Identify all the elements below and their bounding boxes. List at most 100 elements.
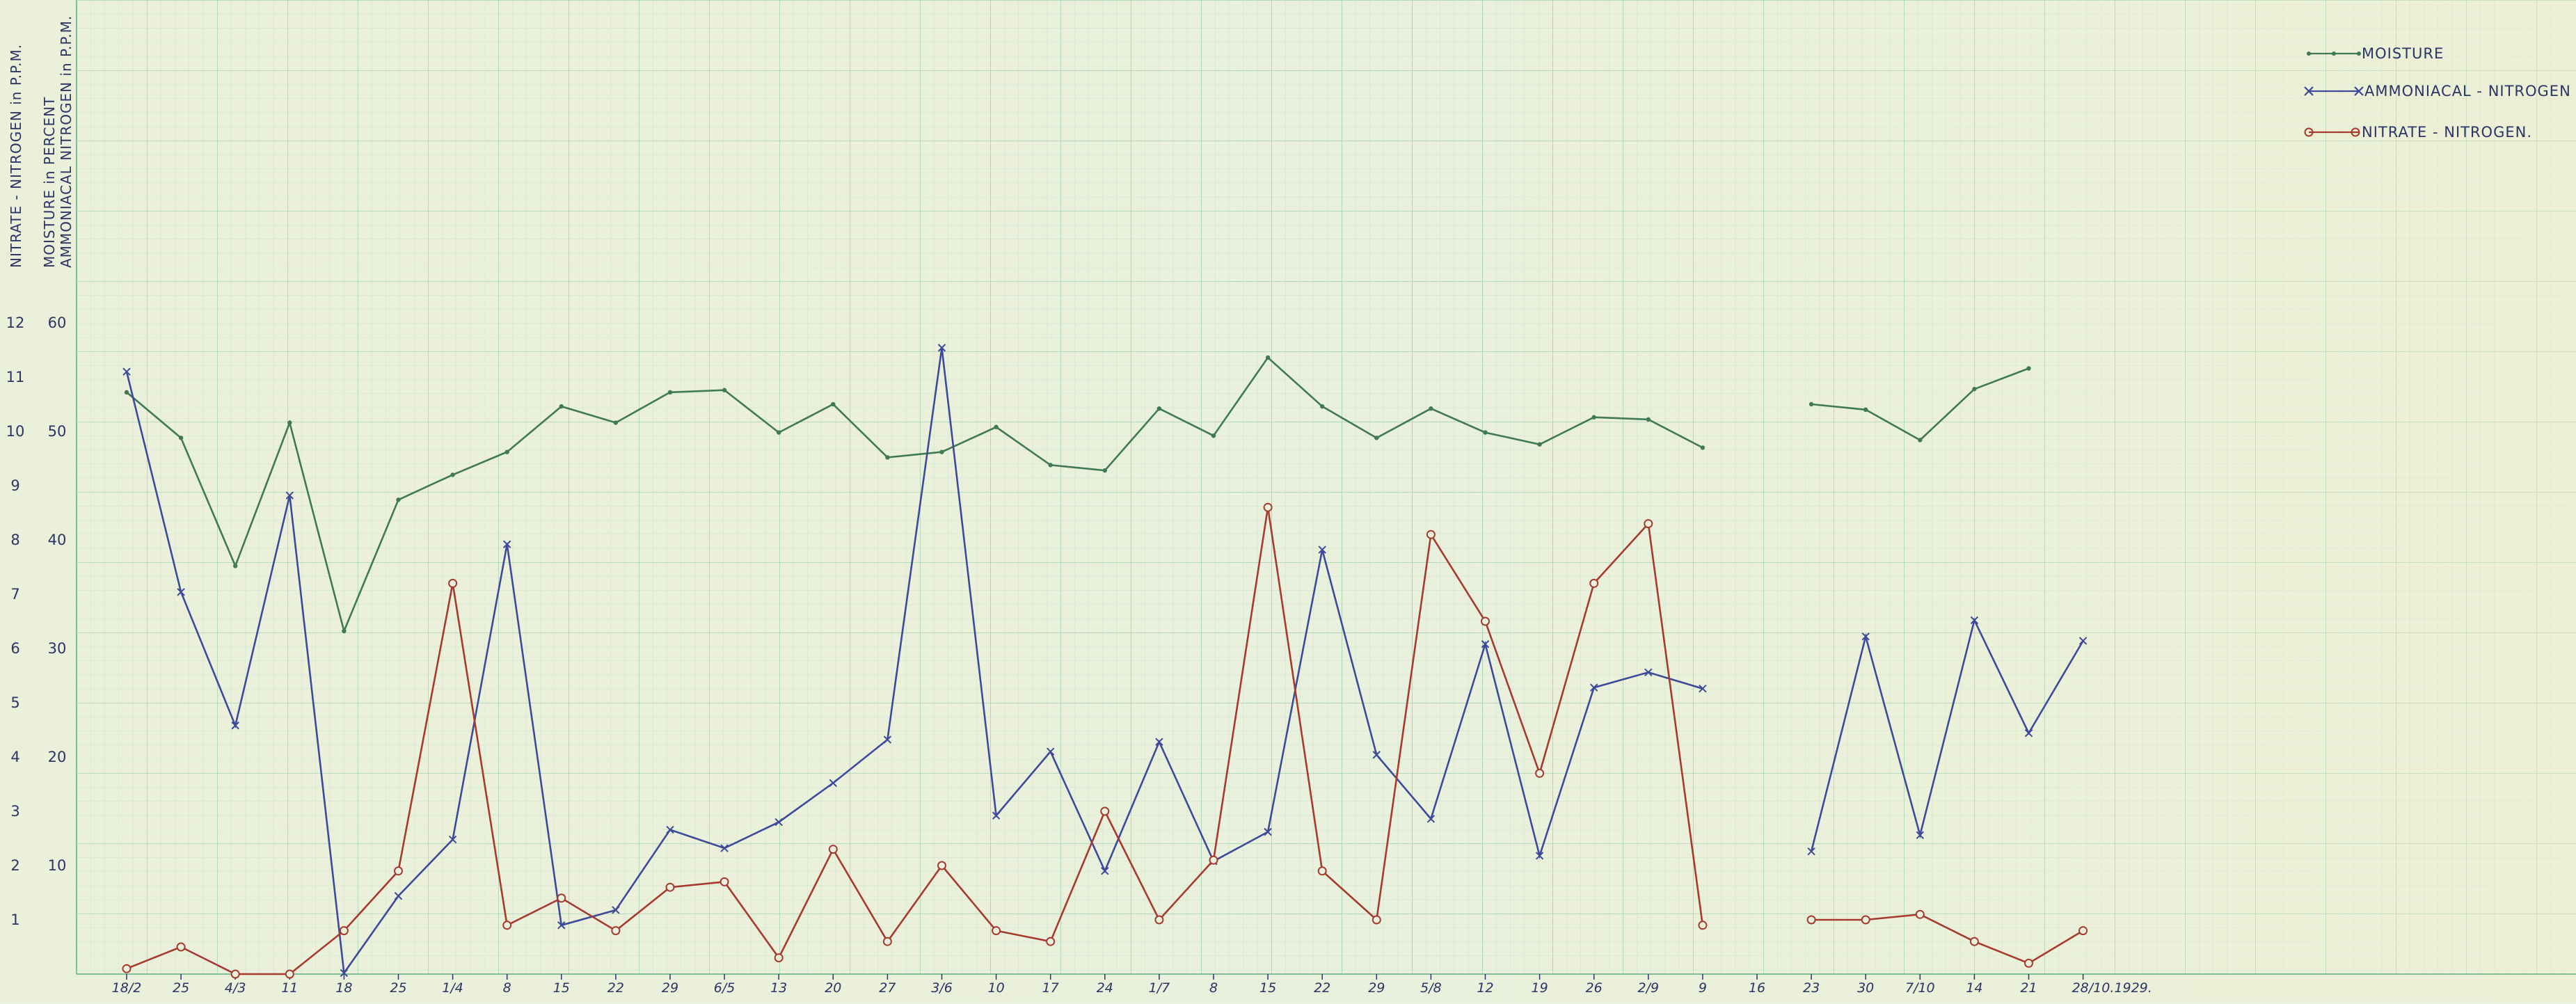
point-nitrate — [882, 937, 892, 946]
x-tick-label: 22 — [607, 980, 624, 996]
x-tick-label: 9 — [1699, 980, 1707, 996]
point-moisture — [1156, 406, 1162, 411]
x-tick-label: 7/10 — [1905, 980, 1935, 996]
point-nitrate — [1481, 616, 1490, 626]
point-moisture — [1320, 404, 1325, 409]
point-nitrate — [611, 926, 621, 936]
point-nitrate — [1915, 909, 1925, 919]
point-nitrate — [992, 926, 1001, 936]
point-moisture — [1808, 401, 1814, 407]
x-tick-label: 24 — [1097, 980, 1113, 996]
point-ammonia — [448, 835, 457, 844]
x-tick-label: 23 — [1803, 980, 1820, 996]
point-ammonia — [1535, 852, 1544, 860]
point-moisture — [1918, 438, 1923, 443]
point-ammonia — [1807, 847, 1815, 856]
point-moisture — [939, 449, 944, 454]
point-ammonia — [1318, 545, 1326, 554]
moisture-tick-label: 30 — [48, 640, 67, 657]
legend-label-ammonia: AMMONIACAL - NITROGEN — [2364, 83, 2571, 99]
point-nitrate — [1046, 937, 1056, 946]
point-moisture — [1265, 355, 1271, 360]
point-ammonia — [1426, 815, 1436, 823]
nitrate-tick-label: 11 — [6, 369, 25, 385]
point-nitrate — [1589, 578, 1599, 588]
point-nitrate — [285, 969, 294, 979]
point-ammonia — [612, 906, 620, 914]
x-tick-label: 15 — [553, 980, 570, 996]
x-tick-label: 25 — [173, 980, 189, 996]
point-ammonia — [1970, 616, 1979, 625]
point-nitrate — [557, 893, 566, 903]
point-nitrate — [1426, 529, 1436, 539]
point-ammonia — [122, 367, 131, 376]
point-moisture — [1374, 436, 1379, 440]
point-moisture — [1591, 415, 1596, 420]
point-ammonia — [829, 779, 838, 788]
x-tick-label: 27 — [879, 980, 896, 996]
moisture-tick-label: 40 — [48, 532, 67, 548]
nitrate-tick-label: 10 — [6, 423, 25, 440]
point-ammonia — [2078, 637, 2088, 645]
point-moisture — [1972, 386, 1977, 392]
x-tick-label: 25 — [390, 980, 406, 996]
point-moisture — [777, 430, 781, 435]
point-moisture — [342, 628, 347, 634]
point-moisture — [1102, 468, 1108, 473]
point-ammonia — [720, 844, 729, 852]
point-ammonia — [1101, 867, 1109, 875]
point-moisture — [287, 420, 292, 425]
point-moisture — [1646, 417, 1651, 422]
x-axis-ticks: 18/2 25 4/3 11 18 25 1/4 8 15 22 29 6/5 13 20 27 3/6 10 1… — [112, 974, 2152, 996]
point-nitrate — [719, 877, 729, 886]
point-moisture — [1048, 463, 1053, 468]
x-tick-label: 14 — [1966, 980, 1982, 996]
point-ammonia — [992, 811, 1001, 820]
point-moisture — [722, 388, 727, 392]
x-tick-label: 3/6 — [931, 980, 953, 996]
series-line-nitrate — [126, 507, 1704, 975]
point-ammonia — [1699, 685, 1707, 693]
x-tick-label: 15 — [1259, 980, 1276, 996]
point-ammonia — [774, 818, 783, 827]
point-ammonia — [1916, 831, 1925, 840]
point-ammonia — [937, 344, 946, 352]
point-moisture — [667, 390, 673, 395]
legend: MOISTURE AMMONIACAL - NITROGEN NITRATE -… — [2304, 45, 2571, 141]
point-nitrate — [1263, 502, 1273, 512]
point-ammonia — [340, 969, 349, 978]
point-moisture — [233, 564, 238, 568]
point-ammonia — [394, 891, 403, 900]
moisture-tick-label: 10 — [48, 857, 67, 874]
moisture-tick-label: 20 — [48, 749, 67, 765]
point-nitrate — [122, 964, 132, 973]
point-nitrate — [937, 861, 946, 870]
point-nitrate — [1806, 915, 1816, 925]
x-tick-label: 2/9 — [1638, 980, 1660, 996]
x-tick-label: 22 — [1314, 980, 1330, 996]
point-moisture — [1863, 407, 1868, 412]
point-ammonia — [557, 921, 566, 930]
x-tick-label: 6/5 — [714, 980, 736, 996]
nitrate-tick-label: 2 — [10, 857, 19, 874]
x-tick-label: 20 — [825, 980, 841, 996]
x-tick-label: 30 — [1857, 980, 1874, 996]
point-moisture — [1700, 445, 1706, 450]
point-ammonia — [1861, 632, 1870, 641]
x-tick-label: 29 — [662, 980, 678, 996]
nitrate-tick-label: 9 — [10, 477, 19, 494]
point-nitrate — [1535, 768, 1545, 778]
x-tick-label: 17 — [1042, 980, 1059, 996]
point-nitrate — [1698, 921, 1708, 930]
x-tick-label: 11 — [281, 980, 298, 996]
y-label-nitrate: NITRATE - NITROGEN in P.P.M. — [8, 44, 24, 268]
x-tick-label: 4/3 — [225, 980, 246, 996]
point-nitrate — [1372, 915, 1381, 925]
point-nitrate — [1100, 806, 1110, 816]
point-moisture — [1429, 406, 1433, 411]
point-moisture — [1211, 433, 1216, 438]
x-tick-label: 19 — [1532, 980, 1548, 996]
